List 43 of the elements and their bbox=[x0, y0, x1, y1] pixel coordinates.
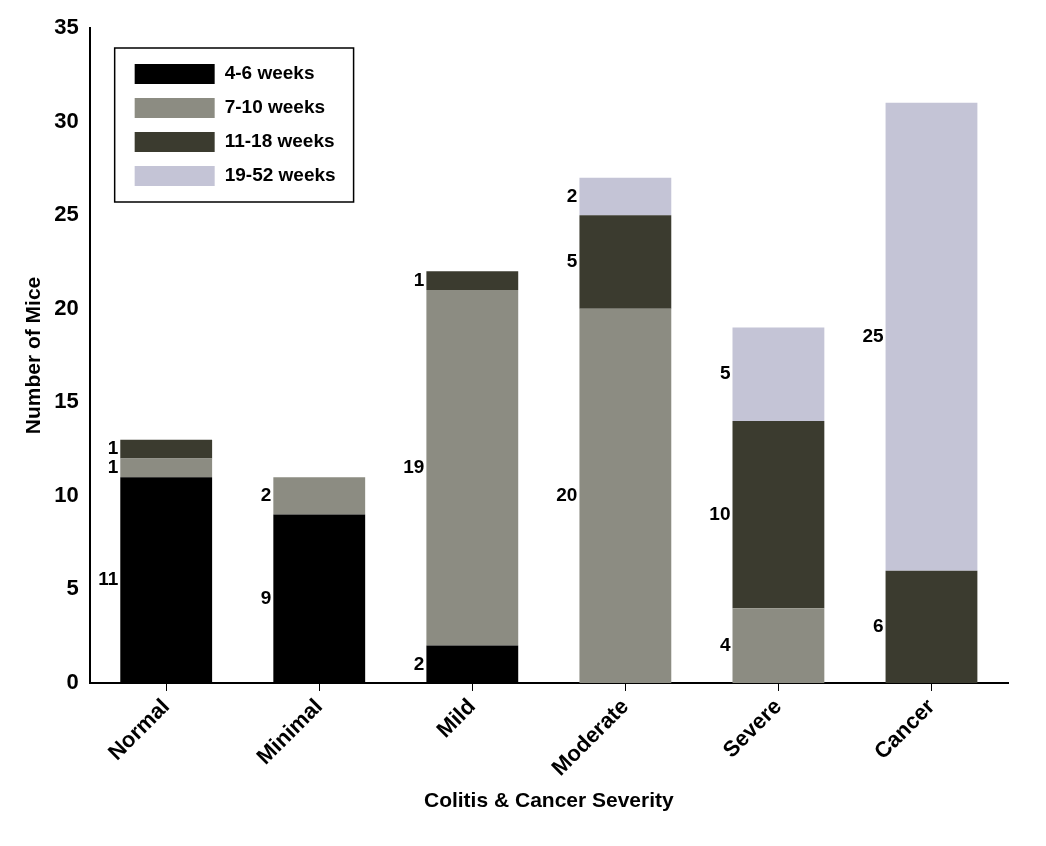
bar bbox=[579, 215, 672, 309]
y-tick-label: 35 bbox=[54, 14, 79, 40]
data-label: 25 bbox=[862, 325, 884, 347]
legend-label: 19-52 weeks bbox=[224, 164, 336, 186]
data-label: 1 bbox=[413, 268, 425, 290]
bar bbox=[579, 177, 672, 216]
data-label: 9 bbox=[260, 587, 272, 608]
y-tick-label: 10 bbox=[54, 481, 79, 507]
data-label: 1 bbox=[107, 437, 119, 459]
data-label: 10 bbox=[709, 502, 731, 524]
data-label: 2 bbox=[413, 652, 425, 674]
data-label: 4 bbox=[719, 633, 731, 655]
bar bbox=[732, 420, 825, 609]
data-label: 11 bbox=[98, 568, 119, 590]
data-label: 6 bbox=[872, 615, 884, 637]
legend-label: 4-6 weeks bbox=[224, 62, 315, 84]
bar bbox=[120, 458, 213, 478]
bar bbox=[885, 102, 978, 571]
bar bbox=[120, 439, 213, 459]
legend-label: 11-18 weeks bbox=[224, 130, 335, 152]
bar bbox=[426, 271, 519, 290]
data-label: 20 bbox=[556, 484, 578, 506]
legend-label: 7-10 weeks bbox=[224, 96, 326, 118]
data-label: 5 bbox=[719, 362, 731, 384]
data-label: 5 bbox=[566, 250, 578, 272]
data-label: 2 bbox=[566, 184, 578, 206]
bar bbox=[885, 570, 978, 683]
y-tick-label: 5 bbox=[66, 575, 79, 601]
y-tick-label: 15 bbox=[54, 388, 79, 414]
y-tick-label: 0 bbox=[66, 669, 79, 695]
bar bbox=[273, 477, 366, 515]
y-tick-label: 20 bbox=[54, 294, 79, 320]
y-tick-label: 30 bbox=[54, 107, 79, 133]
data-label: 2 bbox=[260, 484, 272, 506]
bar bbox=[579, 308, 672, 683]
bar bbox=[732, 608, 825, 683]
x-axis-title: Colitis & Cancer Severity bbox=[423, 788, 675, 812]
y-axis-title: Number of Mice bbox=[21, 276, 45, 435]
data-label: 1 bbox=[107, 456, 119, 478]
y-tick-label: 25 bbox=[54, 201, 79, 227]
data-label: 19 bbox=[403, 456, 425, 478]
bar bbox=[732, 327, 825, 421]
bar bbox=[426, 289, 519, 646]
